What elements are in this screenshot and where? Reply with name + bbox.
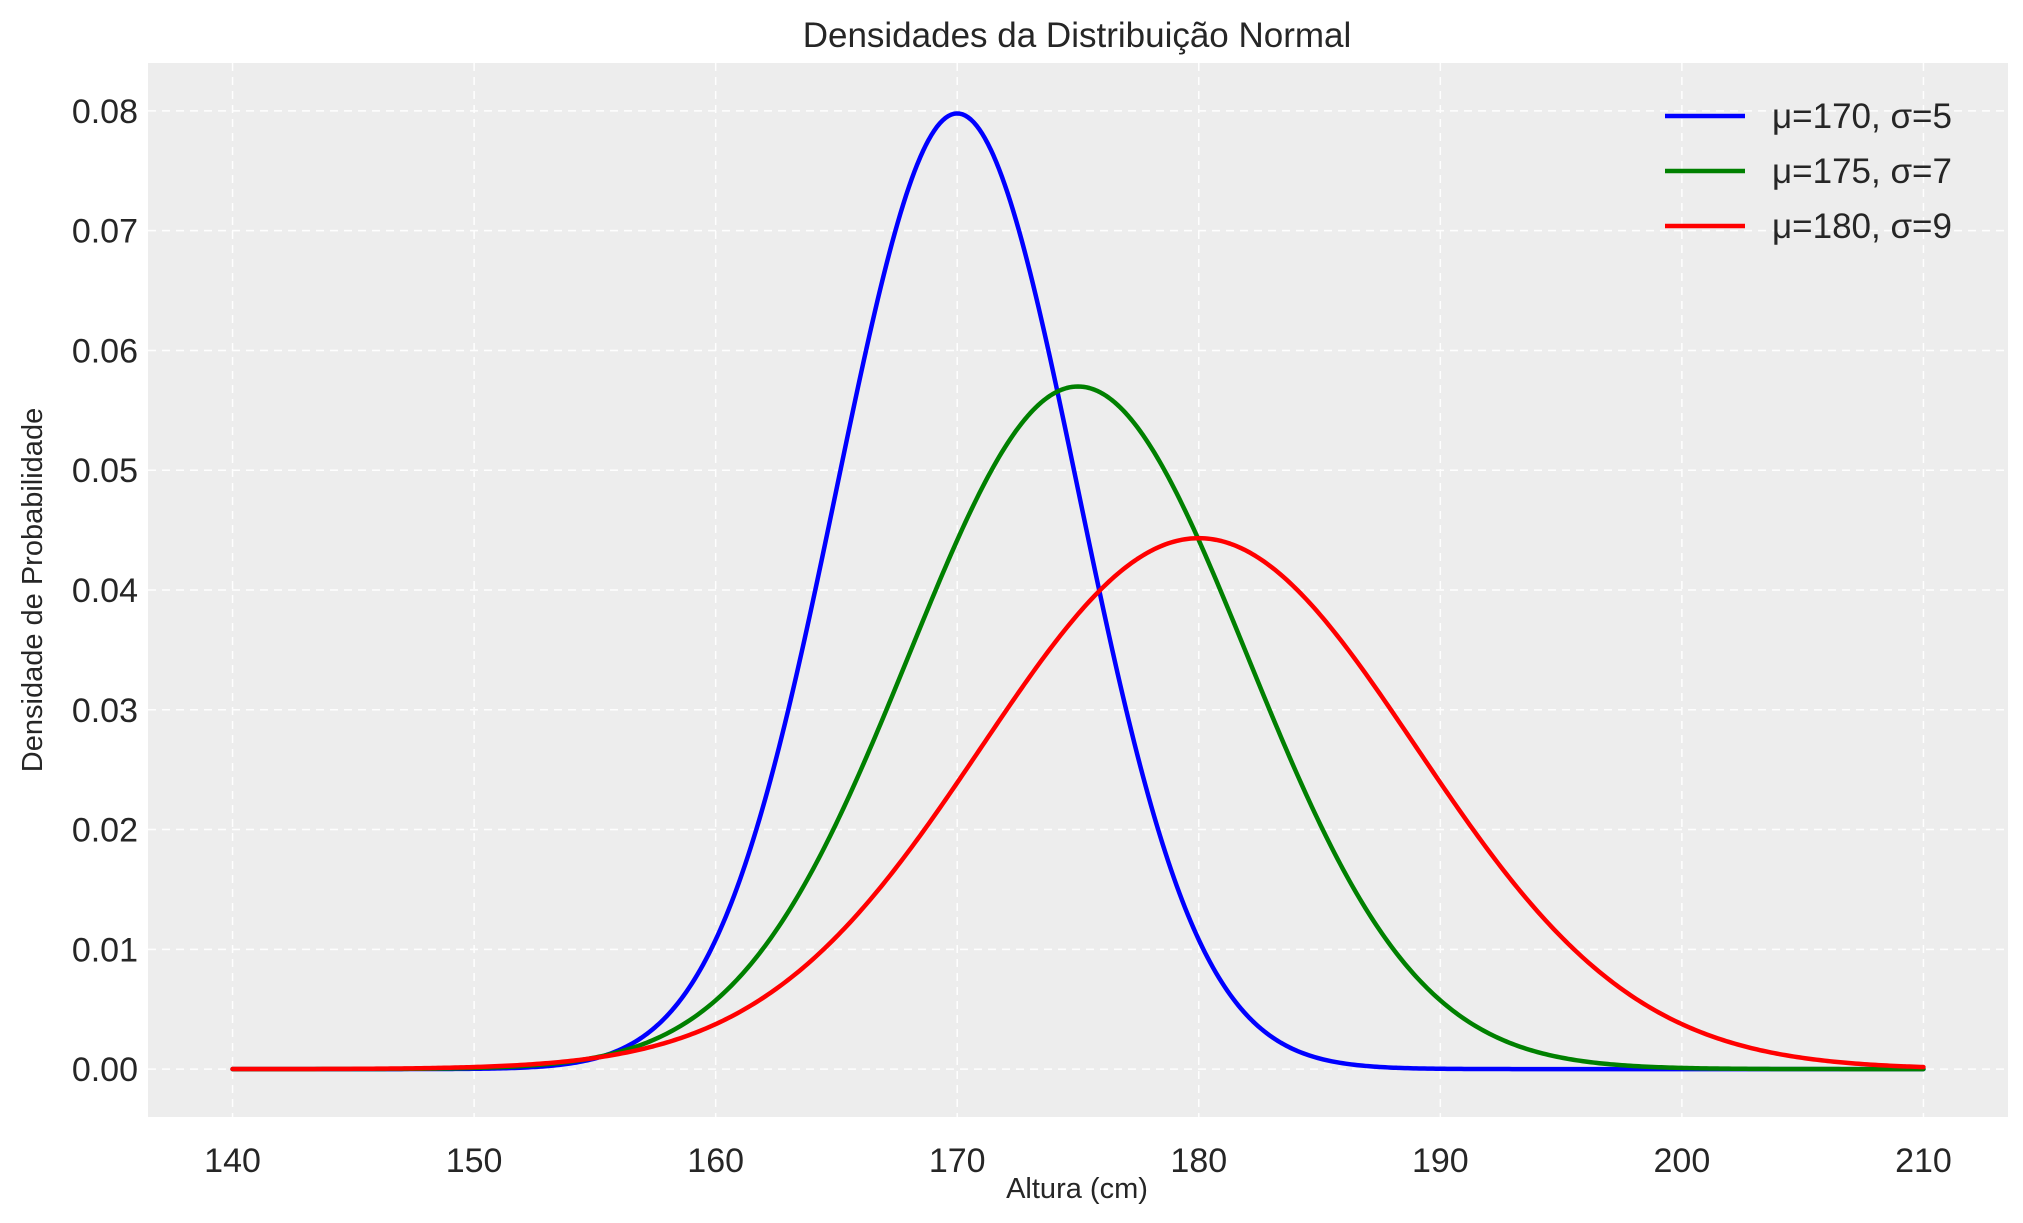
x-axis-title: Altura (cm) [1006,1173,1148,1205]
legend-label: μ=175, σ=7 [1772,152,1952,191]
legend-label: μ=170, σ=5 [1772,97,1952,136]
grid [148,63,2008,1117]
x-tick-label: 200 [1654,1142,1711,1180]
x-axis-ticks: 140 150 160 170 180 190 200 210 [204,1142,1952,1180]
series-line [230,535,1926,1072]
y-axis-title: Densidade de Probabilidade [17,408,49,772]
y-tick-label: 0.06 [72,332,138,370]
y-tick-label: 0.03 [72,692,138,730]
x-tick-label: 170 [929,1142,986,1180]
x-tick-label: 140 [204,1142,261,1180]
legend: μ=170, σ=5 μ=175, σ=7 μ=180, σ=9 [1665,97,1952,246]
y-axis-ticks: 0.00 0.01 0.02 0.03 0.04 0.05 0.06 0.07 0.08 [72,93,138,1089]
series-lines [230,111,1926,1072]
x-tick-label: 160 [687,1142,744,1180]
y-tick-label: 0.07 [72,213,138,251]
y-tick-label: 0.01 [72,931,138,969]
y-tick-label: 0.02 [72,812,138,850]
x-tick-label: 190 [1412,1142,1469,1180]
y-tick-label: 0.05 [72,452,138,490]
x-tick-label: 210 [1895,1142,1952,1180]
x-tick-label: 180 [1170,1142,1227,1180]
y-tick-label: 0.08 [72,93,138,131]
legend-label: μ=180, σ=9 [1772,207,1952,246]
y-tick-label: 0.04 [72,572,138,610]
chart-title: Densidades da Distribuição Normal [803,16,1352,55]
x-tick-label: 150 [446,1142,503,1180]
y-tick-label: 0.00 [72,1051,138,1089]
